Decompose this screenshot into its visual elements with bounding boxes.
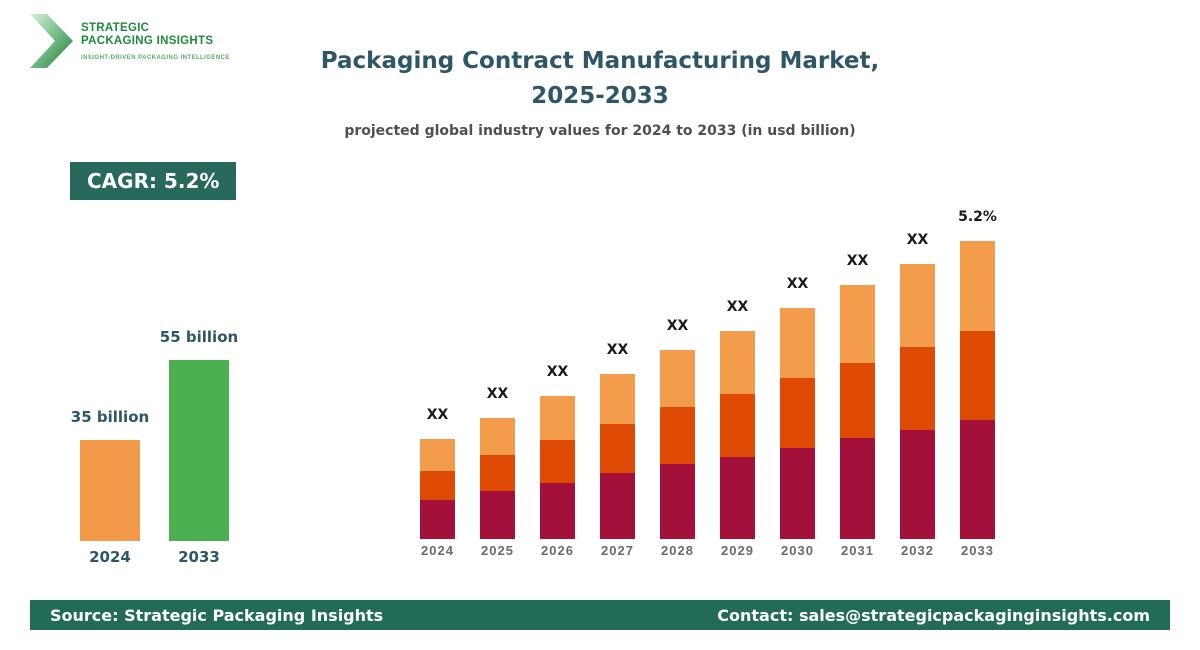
summary-bar-2033: 55 billion 2033 — [160, 328, 238, 566]
stacked-bar-2033: 5.2% 2033 — [958, 209, 997, 558]
segment-middle — [960, 331, 995, 420]
stacked-bar-2032: XX 2032 — [900, 232, 935, 558]
stacked-value-label: XX — [906, 232, 929, 248]
segment-top — [420, 439, 455, 471]
contact-text: Contact: sales@strategicpackaginginsight… — [717, 605, 1150, 625]
segment-bottom — [540, 483, 575, 539]
segment-bottom — [720, 457, 755, 539]
stacked-year-label: 2025 — [481, 543, 514, 558]
segment-bottom — [840, 438, 875, 539]
segment-top — [540, 396, 575, 440]
segment-middle — [720, 394, 755, 457]
logo-tagline: INSIGHT-DRIVEN PACKAGING INTELLIGENCE — [81, 55, 230, 61]
stacked-year-label: 2030 — [781, 543, 814, 558]
footer-bar: Source: Strategic Packaging Insights Con… — [30, 600, 1170, 630]
segment-bottom — [960, 420, 995, 539]
stacked-value-label: XX — [486, 386, 509, 402]
stacked-year-label: 2033 — [961, 543, 994, 558]
header: Packaging Contract Manufacturing Market,… — [150, 44, 1050, 139]
segment-bottom — [600, 473, 635, 539]
stacked-year-label: 2029 — [721, 543, 754, 558]
segment-bottom — [660, 464, 695, 539]
segment-top — [480, 418, 515, 455]
summary-year-label: 2024 — [89, 548, 131, 566]
segment-middle — [900, 347, 935, 430]
summary-bar-rect — [169, 360, 229, 541]
summary-bar-rect — [80, 440, 140, 541]
segment-bottom — [780, 448, 815, 539]
stacked-year-label: 2024 — [421, 543, 454, 558]
stacked-value-label: XX — [666, 318, 689, 334]
logo-chevron-icon — [30, 14, 73, 68]
segment-bottom — [480, 491, 515, 539]
segment-top — [660, 350, 695, 407]
stacked-value-label: XX — [846, 253, 869, 269]
logo: STRATEGIC PACKAGING INSIGHTS INSIGHT-DRI… — [30, 14, 230, 68]
summary-value-label: 55 billion — [159, 328, 239, 346]
stacked-bar-2026: XX 2026 — [540, 364, 575, 558]
page-title-line1: Packaging Contract Manufacturing Market, — [320, 48, 880, 74]
segment-top — [840, 285, 875, 363]
segment-top — [720, 331, 755, 394]
page-title-line2: 2025-2033 — [531, 83, 669, 109]
segment-middle — [420, 471, 455, 500]
stacked-bar-2027: XX 2027 — [600, 342, 635, 558]
stacked-year-label: 2027 — [601, 543, 634, 558]
summary-bar-2024: 35 billion 2024 — [71, 408, 149, 566]
stacked-value-label: XX — [726, 299, 749, 315]
summary-year-label: 2033 — [178, 548, 220, 566]
logo-text: STRATEGIC PACKAGING INSIGHTS INSIGHT-DRI… — [81, 14, 230, 61]
cagr-badge: CAGR: 5.2% — [70, 162, 237, 200]
stacked-bar-2024: XX 2024 — [420, 407, 455, 558]
segment-middle — [540, 440, 575, 483]
stacked-bar-2029: XX 2029 — [720, 299, 755, 558]
stacked-bar-2031: XX 2031 — [840, 253, 875, 558]
stacked-value-label: 5.2% — [958, 209, 997, 225]
segment-middle — [660, 407, 695, 464]
stacked-bar-2028: XX 2028 — [660, 318, 695, 558]
stacked-year-label: 2026 — [541, 543, 574, 558]
segment-top — [960, 241, 995, 331]
stacked-value-label: XX — [606, 342, 629, 358]
stacked-year-label: 2032 — [901, 543, 934, 558]
segment-bottom — [420, 500, 455, 539]
segment-middle — [780, 378, 815, 448]
stacked-bar-chart: XX 2024 XX 2025 XX 2026 XX 2027 XX 2028 XX 2029 XX 20… — [410, 200, 1030, 558]
summary-bar-chart: 35 billion 2024 55 billion 2033 — [60, 318, 250, 566]
segment-top — [780, 308, 815, 378]
segment-top — [600, 374, 635, 424]
stacked-value-label: XX — [426, 407, 449, 423]
stacked-year-label: 2028 — [661, 543, 694, 558]
stacked-value-label: XX — [546, 364, 569, 380]
summary-value-label: 35 billion — [70, 408, 150, 426]
stacked-bar-2030: XX 2030 — [780, 276, 815, 558]
segment-bottom — [900, 430, 935, 539]
segment-middle — [600, 424, 635, 473]
stacked-value-label: XX — [786, 276, 809, 292]
segment-top — [900, 264, 935, 347]
source-text: Source: Strategic Packaging Insights — [50, 605, 384, 625]
segment-middle — [480, 455, 515, 491]
stacked-bar-2025: XX 2025 — [480, 386, 515, 558]
logo-name-line2: PACKAGING INSIGHTS — [81, 35, 214, 47]
logo-name-line1: STRATEGIC — [81, 22, 150, 34]
segment-middle — [840, 363, 875, 438]
stacked-year-label: 2031 — [841, 543, 874, 558]
page-subtitle: projected global industry values for 202… — [344, 123, 856, 139]
